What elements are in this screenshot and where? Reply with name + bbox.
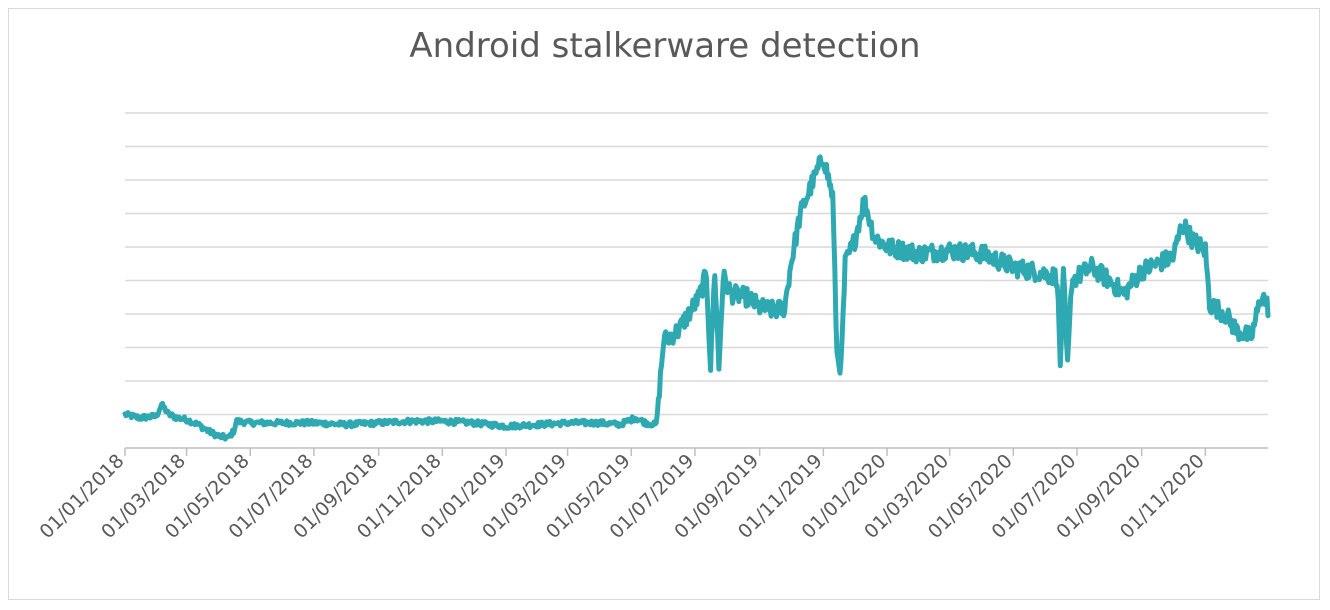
chart-frame bbox=[8, 8, 1320, 600]
chart-title: Android stalkerware detection bbox=[409, 26, 921, 66]
x-axis bbox=[124, 447, 1268, 456]
series-layer bbox=[122, 154, 1271, 442]
x-tick-labels: 01/01/201801/03/201801/05/201801/07/2018… bbox=[36, 450, 1209, 543]
gridlines bbox=[125, 112, 1268, 416]
series-line bbox=[122, 154, 1271, 442]
